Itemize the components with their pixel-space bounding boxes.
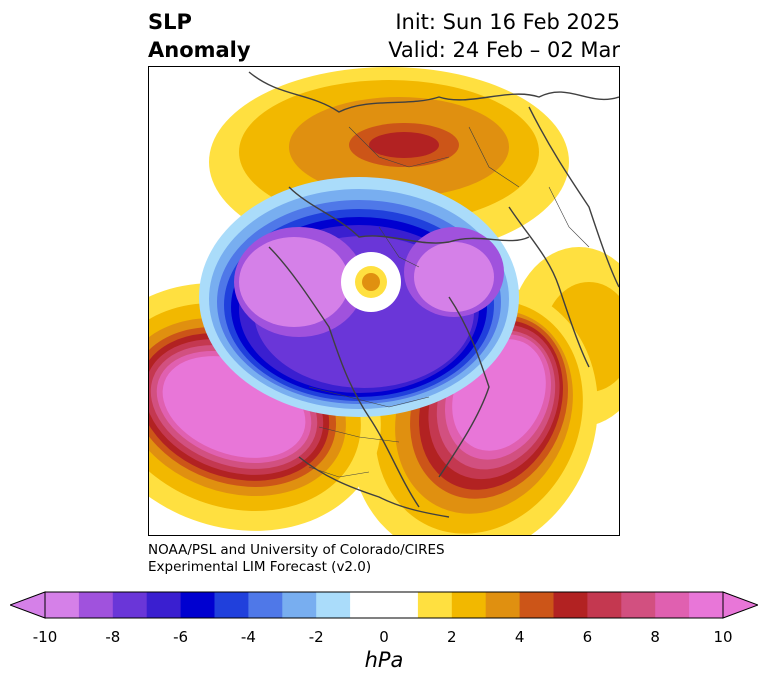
slp-anomaly-map <box>149 67 619 535</box>
colorbar-tick-label: 10 <box>713 628 733 646</box>
coastlines <box>248 71 619 518</box>
title-line-1: SLP <box>148 10 192 34</box>
colorbar <box>10 591 758 619</box>
colorbar-tick-label: 6 <box>582 628 593 646</box>
positive-anomaly-pole <box>341 252 401 312</box>
colorbar-tick-label: -4 <box>240 628 256 646</box>
init-date: Init: Sun 16 Feb 2025 <box>395 10 620 34</box>
colorbar-cell <box>384 592 419 618</box>
colorbar-unit: hPa <box>364 648 404 672</box>
title-line-2: Anomaly <box>148 38 251 62</box>
colorbar-cell <box>350 592 385 618</box>
colorbar-cell <box>417 592 453 618</box>
colorbar-extend-min <box>10 591 46 619</box>
colorbar-tick-label: -10 <box>32 628 58 646</box>
colorbar-cells <box>45 592 724 618</box>
colorbar-cell <box>587 592 622 618</box>
colorbar-cell <box>282 592 317 618</box>
credit-line-2: Experimental LIM Forecast (v2.0) <box>148 559 372 575</box>
colorbar-tick-label: 4 <box>514 628 525 646</box>
colorbar-tick-label: 8 <box>650 628 660 646</box>
colorbar-tick-label: 2 <box>447 628 457 646</box>
forecast-dates: Init: Sun 16 Feb 2025 Valid: 24 Feb – 02… <box>388 8 620 64</box>
colorbar-tick-label: -2 <box>308 628 324 646</box>
colorbar-cell <box>214 592 249 618</box>
colorbar-cell <box>45 592 80 618</box>
colorbar-cell <box>146 592 182 618</box>
colorbar-extend-max <box>722 591 758 619</box>
country-borders <box>308 126 590 478</box>
colorbar-cell <box>553 592 588 618</box>
credit-text: NOAA/PSL and University of Colorado/CIRE… <box>148 542 445 576</box>
valid-dates: Valid: 24 Feb – 02 Mar <box>388 38 620 62</box>
map-title: SLP Anomaly <box>148 8 251 64</box>
map-panel <box>148 66 620 536</box>
colorbar-cell <box>451 592 487 618</box>
colorbar-cell <box>519 592 554 618</box>
colorbar-tick-label: -6 <box>173 628 189 646</box>
colorbar-tick-label: -8 <box>105 628 121 646</box>
colorbar-tick-label: 0 <box>379 628 389 646</box>
colorbar-cell <box>316 592 351 618</box>
colorbar-outline <box>44 591 724 619</box>
colorbar-cell <box>485 592 521 618</box>
credit-line-1: NOAA/PSL and University of Colorado/CIRE… <box>148 542 445 558</box>
colorbar-cell <box>689 592 724 618</box>
colorbar-cell <box>78 592 114 618</box>
colorbar-cell <box>248 592 283 618</box>
colorbar-cell <box>621 592 656 618</box>
colorbar-cell <box>180 592 215 618</box>
colorbar-cell <box>655 592 690 618</box>
colorbar-cell <box>112 592 148 618</box>
